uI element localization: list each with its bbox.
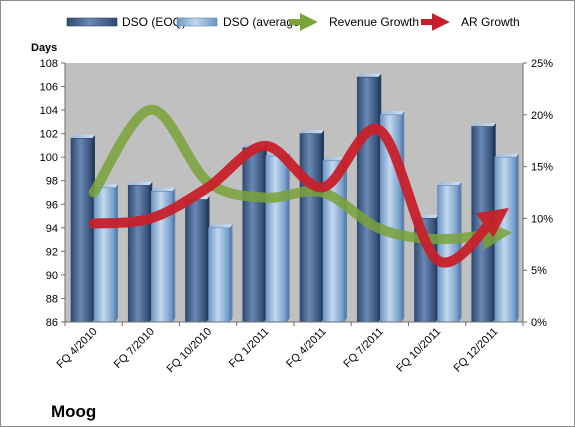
bar-dso-average [93, 184, 118, 323]
y-tick-label: 104 [40, 105, 58, 117]
legend-item-dso-eoq: DSO (EOQ) [66, 15, 186, 29]
legend: DSO (EOQ) DSO (average) Revenue Growth A… [66, 13, 520, 31]
y-tick-label: 90 [46, 270, 58, 282]
bar-dso-average-top [437, 181, 462, 186]
bar-dso-average-top [323, 157, 347, 161]
x-tick-label: FQ 10/2011 [394, 326, 443, 375]
y2-tick-label: 10% [531, 213, 553, 225]
bar-dso-average [265, 152, 290, 323]
y-tick-label: 108 [40, 58, 58, 70]
legend-label-revenue-growth: Revenue Growth [329, 15, 419, 29]
y-tick-label: 92 [46, 246, 58, 258]
y-tick-label: 88 [46, 293, 58, 305]
bar-dso-average-face [93, 187, 116, 323]
y2-tick-label: 25% [531, 58, 553, 70]
legend-item-revenue-growth: Revenue Growth [289, 13, 419, 31]
bar-dso-average [150, 187, 176, 323]
x-tick-label: FQ 4/2010 [55, 326, 100, 371]
company-name: Moog [51, 402, 96, 421]
bar-dso-average-side [172, 187, 176, 322]
bar-dso-average-top [380, 111, 405, 115]
bar-dso-eoq [185, 195, 210, 323]
bar-dso-average [494, 153, 519, 323]
bar-dso-average-side [515, 153, 519, 322]
bar-dso-eoq-face [299, 133, 322, 323]
x-tick-label: FQ 10/2010 [165, 326, 215, 376]
y-tick-label: 98 [46, 176, 58, 188]
x-tick-label: FQ 12/2011 [452, 326, 501, 375]
legend-label-dso-average: DSO (average) [223, 15, 304, 29]
bar-dso-eoq-face [185, 199, 207, 323]
y-tick-label: 86 [46, 317, 58, 329]
bar-dso-average-side [229, 224, 233, 322]
bar-dso-eoq [70, 134, 95, 323]
x-tick-label: FQ 7/2011 [341, 326, 386, 371]
x-tick-label: FQ 1/2011 [227, 326, 272, 371]
legend-label-ar-growth: AR Growth [461, 15, 520, 29]
legend-swatch-dso-eoq [66, 17, 118, 27]
y-axis-ticks: 86 88 90 92 94 96 98 100 102 104 106 108 [40, 58, 65, 329]
bar-dso-eoq-top [71, 134, 95, 139]
bar-dso-average-top [208, 224, 233, 228]
legend-label-dso-eoq: DSO (EOQ) [122, 15, 186, 29]
bar-dso-eoq-face [356, 76, 379, 323]
lines-layer [88, 104, 513, 268]
y2-tick-label: 20% [531, 110, 553, 122]
bar-dso-average-face [265, 155, 288, 323]
x-axis-ticks: FQ 4/2010 FQ 7/2010 FQ 10/2010 FQ 1/2011 FQ … [55, 322, 524, 376]
bar-dso-average-face [494, 156, 517, 323]
bar-dso-eoq-top [128, 181, 153, 186]
y-tick-label: 106 [40, 82, 58, 94]
bar-dso-average-side [344, 157, 347, 322]
bar-dso-average-face [208, 227, 230, 323]
bar-dso-eoq [242, 144, 267, 323]
bar-dso-average [208, 224, 233, 323]
y2-tick-label: 0% [531, 317, 547, 329]
bar-dso-average-side [115, 184, 118, 322]
bar-dso-average [437, 181, 462, 323]
y2-tick-label: 15% [531, 162, 553, 174]
line-ar-growth [88, 124, 509, 268]
y2-tick-label: 5% [531, 265, 547, 277]
legend-item-ar-growth: AR Growth [421, 13, 520, 31]
x-tick-label: FQ 4/2011 [284, 326, 329, 371]
bar-dso-eoq-face [70, 138, 93, 323]
bar-dso-average-top [151, 187, 176, 192]
y-axis-title: Days [31, 42, 57, 54]
x-tick-label: FQ 7/2010 [112, 326, 157, 371]
legend-swatch-dso-average [176, 17, 218, 27]
bar-dso-eoq-top [471, 122, 496, 127]
bar-dso-eoq-face [127, 185, 150, 323]
bar-dso-eoq-face [242, 147, 265, 323]
y-tick-label: 100 [40, 152, 58, 164]
y2-axis-ticks: 0% 5% 10% 15% 20% 25% [523, 58, 553, 329]
y-tick-label: 102 [40, 129, 58, 141]
bar-dso-average-side [286, 152, 290, 322]
bar-dso-eoq-top [300, 130, 324, 134]
y-tick-label: 94 [46, 223, 58, 235]
bar-dso-average-top [494, 153, 519, 158]
bar-dso-eoq-top [357, 73, 382, 78]
y-tick-label: 96 [46, 199, 58, 211]
bar-dso-eoq [299, 130, 324, 323]
bars-layer [70, 73, 519, 323]
bar-dso-eoq [356, 73, 382, 323]
legend-item-dso-average: DSO (average) [176, 15, 304, 29]
bar-dso-average-side [401, 111, 405, 322]
bar-dso-eoq [127, 181, 153, 323]
